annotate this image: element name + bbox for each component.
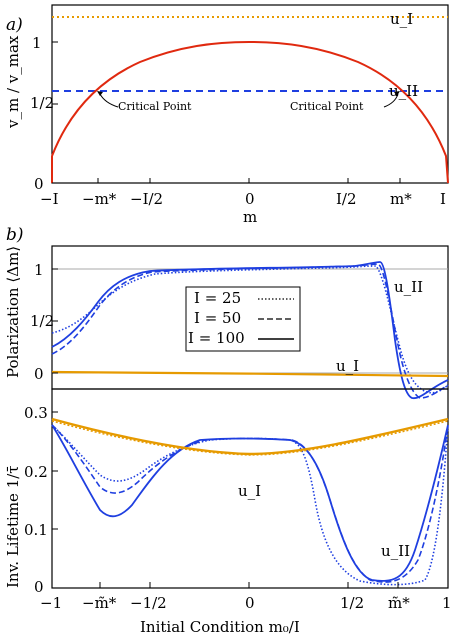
polarization-uI — [51, 370, 449, 378]
lifetime-ytick-01: 0.1 — [24, 521, 48, 539]
polarization-I100 — [51, 261, 449, 400]
lifetime-I50 — [51, 424, 449, 583]
panel-a-xtick-minus-mstar: −m* — [82, 190, 117, 208]
panel-b-label: b) — [6, 225, 24, 245]
panel-b-bottom-frame — [51, 388, 449, 589]
panel-b-xtick-minus-1: −1 — [40, 594, 62, 612]
panel-b-xlabel: Initial Condition m₀/I — [140, 618, 300, 636]
panel-b-xticks: −1 −m̃* −1/2 0 1/2 m̃* 1 — [40, 582, 451, 612]
legend-label-I100: I = 100 — [188, 329, 245, 347]
lifetime-uI — [51, 417, 449, 456]
panel-b-xtick-half: 1/2 — [340, 594, 364, 612]
lifetime-ytick-0: 0 — [34, 578, 44, 596]
critical-right-arrowhead — [394, 91, 400, 96]
panel-a-label: a) — [6, 15, 23, 35]
panel-a-yticks: 1 1/2 0 — [30, 34, 58, 193]
panel-a-xlabel: m — [243, 208, 257, 226]
lifetime-uI-alt — [51, 420, 449, 456]
panel-a-xtick-half: I/2 — [336, 190, 357, 208]
lifetime-ylabel: Inv. Lifetime 1/τ̄ — [4, 465, 22, 588]
critical-left-arrow — [99, 93, 119, 108]
lifetime-uI-label: u_I — [238, 482, 261, 500]
panel-a-ytick-1: 1 — [32, 34, 42, 52]
polarization-uII-label: u_II — [394, 278, 423, 296]
lifetime-ytick-03: 0.3 — [24, 404, 48, 422]
panel-a-xtick-minus-I: −I — [40, 190, 59, 208]
panel-a-velocity-curve — [51, 40, 449, 184]
polarization-ylabel: Polarization ⟨Δm⟩ — [4, 246, 22, 378]
panel-b-xtick-0: 0 — [245, 594, 255, 612]
lifetime-uII-label: u_II — [381, 542, 410, 560]
polarization-I50 — [51, 263, 449, 399]
panel-b-xtick-1: 1 — [442, 594, 451, 612]
polarization-ytick-1: 1 — [34, 261, 44, 279]
panel-b-top-yticks: 1 1/2 0 — [30, 261, 58, 383]
legend-label-I50: I = 50 — [194, 309, 241, 327]
polarization-ytick-half: 1/2 — [30, 312, 54, 330]
panel-b-xtick-mstar: m̃* — [388, 594, 410, 612]
critical-left-arrowhead — [97, 91, 103, 96]
panel-b-bottom-yticks: 0.3 0.2 0.1 0 — [24, 404, 58, 596]
critical-right-label: Critical Point — [290, 100, 364, 113]
panel-a-xtick-I: I — [440, 190, 446, 208]
panel-a-ylabel: v_m / v_max — [4, 35, 22, 129]
panel-a-xtick-minus-half: −I/2 — [130, 190, 163, 208]
panel-a-uI-label: u_I — [390, 10, 413, 28]
panel-a-xticks: −I −m* −I/2 0 I/2 m* I — [40, 178, 446, 208]
critical-right-arrow — [383, 93, 399, 108]
lifetime-ytick-02: 0.2 — [24, 463, 48, 481]
panel-b-legend: I = 25 I = 50 I = 100 — [185, 286, 301, 352]
lifetime-I25 — [51, 424, 449, 586]
panel-a-xtick-mstar: m* — [390, 190, 412, 208]
panel-a-uII-label: u_II — [389, 82, 418, 100]
panel-a-xtick-0: 0 — [245, 190, 255, 208]
panel-a-frame — [51, 4, 449, 184]
critical-left-label: Critical Point — [118, 100, 192, 113]
legend-label-I25: I = 25 — [194, 289, 241, 307]
panel-a-ytick-half: 1/2 — [30, 94, 54, 112]
panel-b-xtick-minus-mstar: −m̃* — [82, 594, 117, 612]
panel-a-ytick-0: 0 — [34, 175, 44, 193]
polarization-I25 — [51, 265, 449, 394]
panel-b-xtick-minus-half: −1/2 — [130, 594, 167, 612]
polarization-uI-label: u_I — [336, 357, 359, 375]
polarization-ytick-0: 0 — [34, 365, 44, 383]
